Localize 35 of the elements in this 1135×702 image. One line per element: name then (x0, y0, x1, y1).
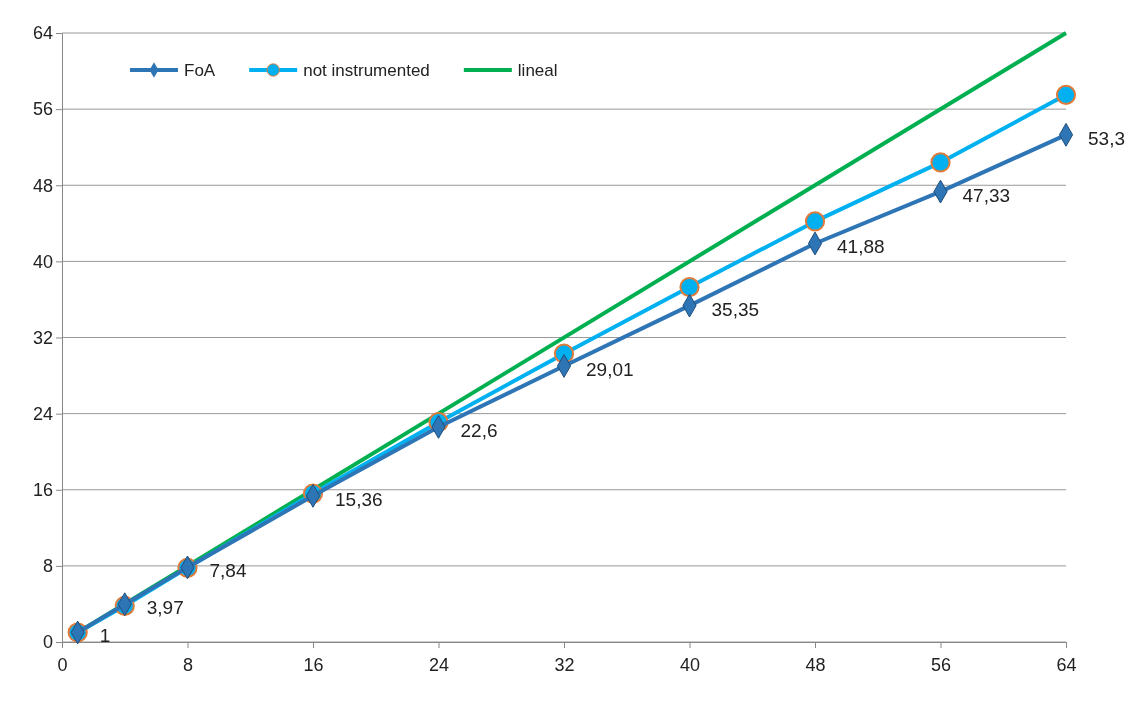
y-tick-label: 40 (32, 251, 53, 272)
data-label: 47,33 (962, 184, 1011, 206)
data-label: 7,84 (209, 560, 247, 582)
data-label: 53,3 (1088, 127, 1125, 149)
legend-label: FoA (184, 61, 216, 80)
data-label: 35,35 (711, 298, 760, 320)
point (930, 152, 951, 173)
point (679, 276, 700, 298)
data-label: 29,01 (586, 358, 634, 380)
x-tick-label: 0 (57, 654, 68, 675)
data-label: 22,6 (460, 419, 498, 441)
point (804, 211, 826, 232)
y-tick-label: 32 (32, 327, 53, 348)
y-tick-label: 16 (32, 480, 53, 501)
x-tick-label: 32 (554, 654, 575, 675)
y-tick-label: 48 (32, 175, 53, 196)
x-tick-label: 56 (930, 654, 952, 675)
data-label: 3,97 (146, 597, 184, 619)
y-tick-label: 8 (42, 556, 53, 577)
point (1055, 84, 1077, 105)
y-tick-label: 0 (42, 632, 53, 653)
y-tick-label: 56 (32, 99, 53, 120)
x-tick-label: 48 (805, 654, 826, 675)
x-tick-label: 64 (1056, 654, 1077, 675)
data-label: 1 (99, 625, 111, 647)
x-tick-label: 8 (182, 654, 194, 675)
data-label: 41,88 (837, 236, 885, 258)
legend-label: lineal (517, 61, 558, 80)
y-tick-label: 64 (32, 23, 53, 44)
data-label: 15,36 (335, 488, 383, 510)
y-tick-label: 24 (32, 403, 53, 424)
legend-label: not instrumented (303, 61, 430, 80)
x-tick-label: 40 (679, 654, 701, 675)
x-tick-label: 16 (303, 654, 324, 675)
x-tick-label: 24 (428, 654, 450, 675)
